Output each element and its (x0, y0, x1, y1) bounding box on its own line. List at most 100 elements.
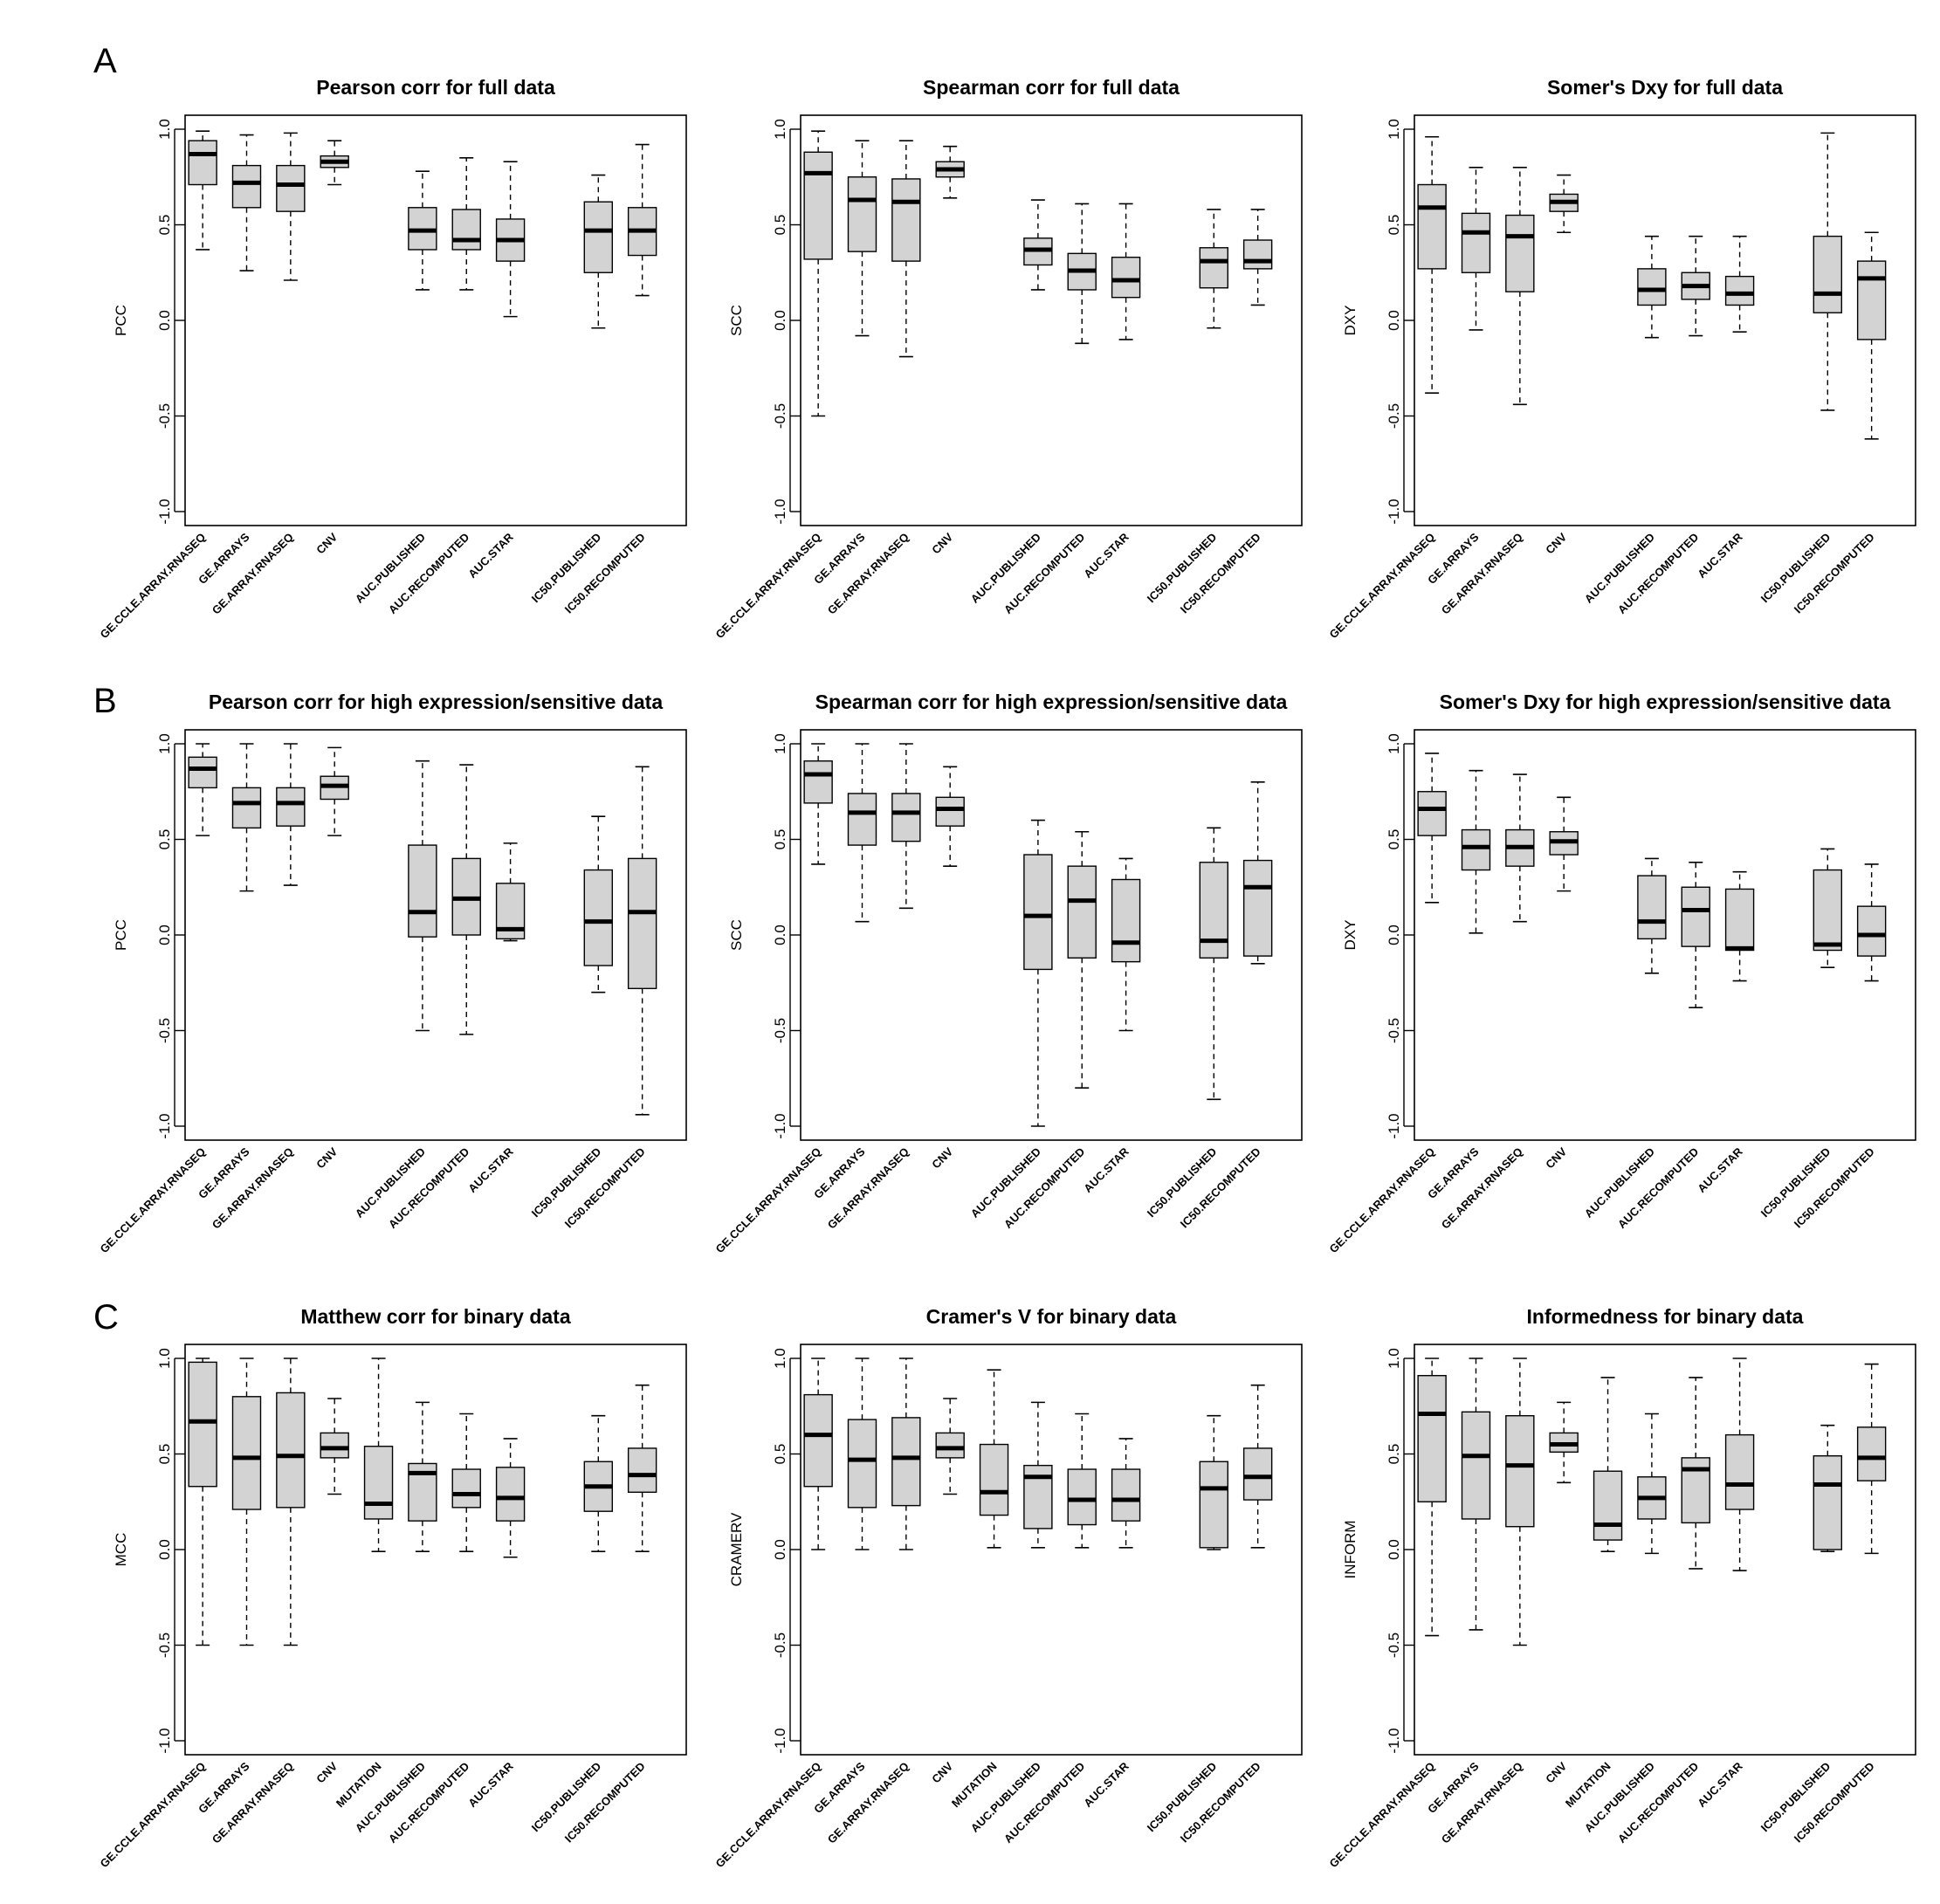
category-label: GE.ARRAY.RNASEQ (1439, 1145, 1525, 1232)
chart-title: Spearman corr for full data (923, 76, 1180, 99)
category-label: AUC.RECOMPUTED (386, 1145, 471, 1231)
iqr-box (231, 787, 262, 829)
chart-3: Somer's Dxy for full data -1.0 -0.5 0.0 0.5 1… (1327, 76, 1916, 641)
category-label: GE.CCLE.ARRAY.RNASEQ (1327, 531, 1438, 642)
box-ic50-recomputed: IC50.RECOMPUTED (1792, 1363, 1887, 1845)
iqr-box (1505, 214, 1535, 292)
chart-title: Somer's Dxy for full data (1547, 76, 1783, 99)
category-label: GE.CCLE.ARRAY.RNASEQ (98, 1760, 209, 1871)
y-tick-label: 1.0 (156, 1348, 173, 1369)
charts-layer: Pearson corr for full data -1.0 -0.5 0.0 0.5… (98, 76, 1916, 1870)
box-ic50-recomputed: IC50.RECOMPUTED (1178, 1384, 1273, 1845)
chart-8: Cramer's V for binary data -1.0 -0.5 0.0 0.5… (713, 1305, 1303, 1870)
y-tick-label: 0.0 (1386, 1539, 1402, 1560)
y-tick-label: 0.5 (772, 215, 788, 236)
iqr-box (188, 140, 217, 186)
iqr-box (847, 793, 877, 846)
category-label: GE.ARRAY.RNASEQ (1439, 1760, 1525, 1846)
y-tick-label: -1.0 (1386, 1113, 1402, 1138)
chart-2: Spearman corr for full data -1.0 -0.5 0.0 0.… (713, 76, 1303, 641)
iqr-box (1813, 1454, 1842, 1550)
iqr-box (1199, 862, 1228, 959)
y-tick-label: -1.0 (156, 1113, 173, 1138)
y-axis-label: PCC (113, 919, 129, 951)
chart-7: Matthew corr for binary data -1.0 -0.5 0.0 0… (98, 1305, 687, 1871)
category-label: AUC.STAR (1695, 1759, 1745, 1810)
box-cnv: CNV (313, 1398, 349, 1786)
plot-frame (800, 1344, 1303, 1756)
y-tick-label: 0.5 (156, 215, 173, 236)
box-ge-ccle-array-rnaseq: GE.CCLE.ARRAY.RNASEQ (98, 743, 217, 1256)
box-ic50-recomputed: IC50.RECOMPUTED (562, 1384, 657, 1846)
y-tick-label: 0.0 (1386, 310, 1402, 331)
y-tick-label: 0.5 (1386, 215, 1402, 236)
iqr-box (1593, 1470, 1623, 1541)
box-ic50-published: IC50.PUBLISHED (1145, 827, 1228, 1220)
y-tick-label: -0.5 (1386, 1018, 1402, 1043)
box-ge-arrays: GE.ARRAYS (196, 743, 262, 1201)
y-axis-label: MCC (113, 1533, 129, 1567)
box-mutation: MUTATION (334, 1358, 394, 1810)
category-label: AUC.RECOMPUTED (1615, 1145, 1701, 1231)
y-axis-label: PCC (113, 305, 129, 336)
category-label: AUC.RECOMPUTED (1001, 1760, 1087, 1846)
y-axis-label: DXY (1342, 920, 1359, 951)
category-label: AUC.RECOMPUTED (1001, 1145, 1087, 1231)
iqr-box (320, 1432, 349, 1459)
iqr-box (1637, 268, 1667, 306)
iqr-box (1067, 1468, 1097, 1526)
chart-9: Informedness for binary data -1.0 -0.5 0.0 0… (1327, 1305, 1916, 1870)
y-tick-label: 1.0 (1386, 733, 1402, 754)
chart-title: Matthew corr for binary data (300, 1305, 570, 1328)
iqr-box (408, 844, 437, 938)
chart-4: Pearson corr for high expression/sensiti… (98, 691, 687, 1256)
category-label: GE.ARRAY.RNASEQ (210, 1760, 296, 1846)
category-label: IC50.RECOMPUTED (1178, 531, 1263, 616)
iqr-box (1461, 1411, 1491, 1520)
box-ge-ccle-array-rnaseq: GE.CCLE.ARRAY.RNASEQ (713, 743, 833, 1256)
category-label: IC50.RECOMPUTED (1792, 1145, 1877, 1231)
y-tick-label: -0.5 (772, 1018, 788, 1043)
category-label: IC50.RECOMPUTED (562, 1760, 648, 1846)
category-label: IC50.RECOMPUTED (562, 1145, 648, 1231)
box-cnv: CNV (929, 766, 965, 1172)
category-label: AUC.STAR (465, 1144, 516, 1195)
y-axis-label: SCC (728, 305, 745, 336)
iqr-box (1111, 878, 1141, 963)
y-tick-label: 0.5 (772, 1444, 788, 1465)
panel-letter-a: A (93, 42, 117, 80)
chart-title: Somer's Dxy for high expression/sensitiv… (1440, 691, 1891, 713)
chart-5: Spearman corr for high expression/sensit… (713, 691, 1303, 1256)
box-cnv: CNV (1543, 1401, 1579, 1786)
box-ic50-published: IC50.PUBLISHED (529, 815, 613, 1220)
box-ge-ccle-array-rnaseq: GE.CCLE.ARRAY.RNASEQ (713, 130, 833, 641)
iqr-box (231, 164, 262, 209)
y-tick-label: -0.5 (156, 1632, 173, 1658)
y-tick-label: 0.0 (1386, 925, 1402, 945)
category-label: GE.CCLE.ARRAY.RNASEQ (98, 1145, 209, 1256)
iqr-box (276, 787, 306, 827)
iqr-box (847, 1419, 877, 1509)
category-label: GE.CCLE.ARRAY.RNASEQ (713, 1145, 824, 1256)
iqr-box (1242, 1447, 1273, 1501)
category-label: CNV (1543, 530, 1569, 556)
panel-letter-b: B (93, 682, 117, 720)
box-auc-published: AUC.PUBLISHED (353, 170, 437, 606)
y-tick-label: -1.0 (156, 498, 173, 524)
category-label: AUC.RECOMPUTED (1615, 1760, 1701, 1846)
y-tick-label: 1.0 (772, 119, 788, 140)
iqr-box (627, 1447, 657, 1494)
category-label: AUC.STAR (465, 1759, 516, 1810)
category-label: CNV (313, 530, 340, 556)
iqr-box (627, 857, 657, 990)
box-ge-ccle-array-rnaseq: GE.CCLE.ARRAY.RNASEQ (98, 130, 217, 641)
box-auc-published: AUC.PUBLISHED (353, 760, 437, 1220)
iqr-box (1067, 865, 1097, 959)
iqr-box (935, 796, 965, 827)
iqr-box (1724, 1433, 1755, 1510)
category-label: CNV (1543, 1759, 1569, 1785)
y-tick-label: -1.0 (156, 1728, 173, 1753)
y-tick-label: 0.5 (772, 829, 788, 850)
y-tick-label: 1.0 (772, 1348, 788, 1369)
iqr-box (1417, 183, 1447, 270)
